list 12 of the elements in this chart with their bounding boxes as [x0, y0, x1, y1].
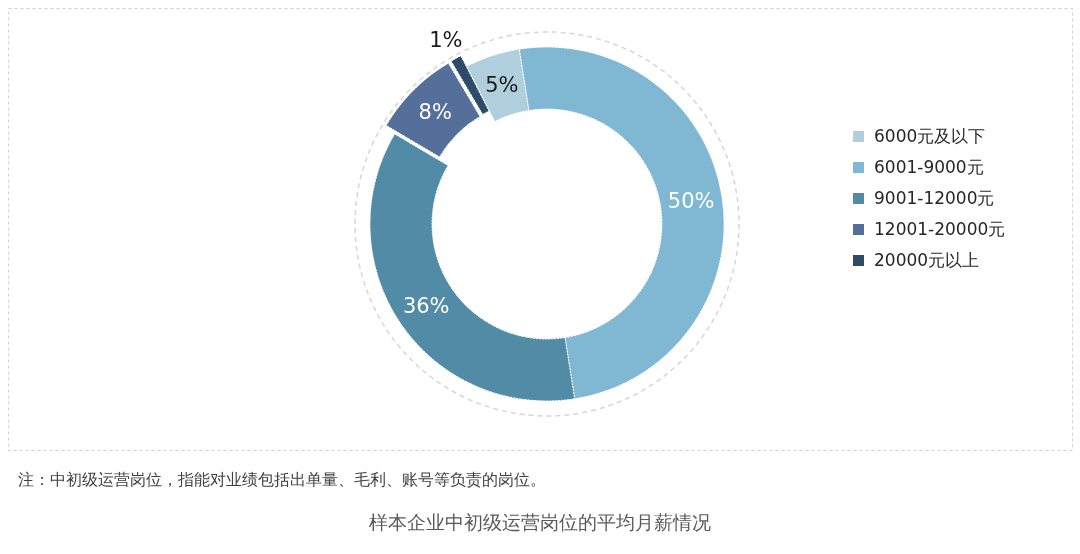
text: 样本企业中初级运营岗位的平均月薪情况 — [369, 511, 711, 533]
legend-label: 12001-20000元 — [874, 219, 1006, 239]
data-label: 5% — [485, 73, 519, 98]
data-label: 50% — [667, 189, 715, 214]
data-label: 36% — [402, 294, 450, 319]
legend-label: 20000元以上 — [874, 250, 980, 270]
legend-label: 6000元及以下 — [874, 126, 986, 146]
legend-label: 6001-9000元 — [874, 157, 984, 177]
legend-label: 9001-12000元 — [874, 188, 995, 208]
text: 注：中初级运营岗位，指能对业绩包括出单量、毛利、账号等负责的岗位。 — [18, 471, 546, 489]
data-label: 8% — [418, 100, 452, 125]
data-label: 1% — [429, 27, 463, 52]
